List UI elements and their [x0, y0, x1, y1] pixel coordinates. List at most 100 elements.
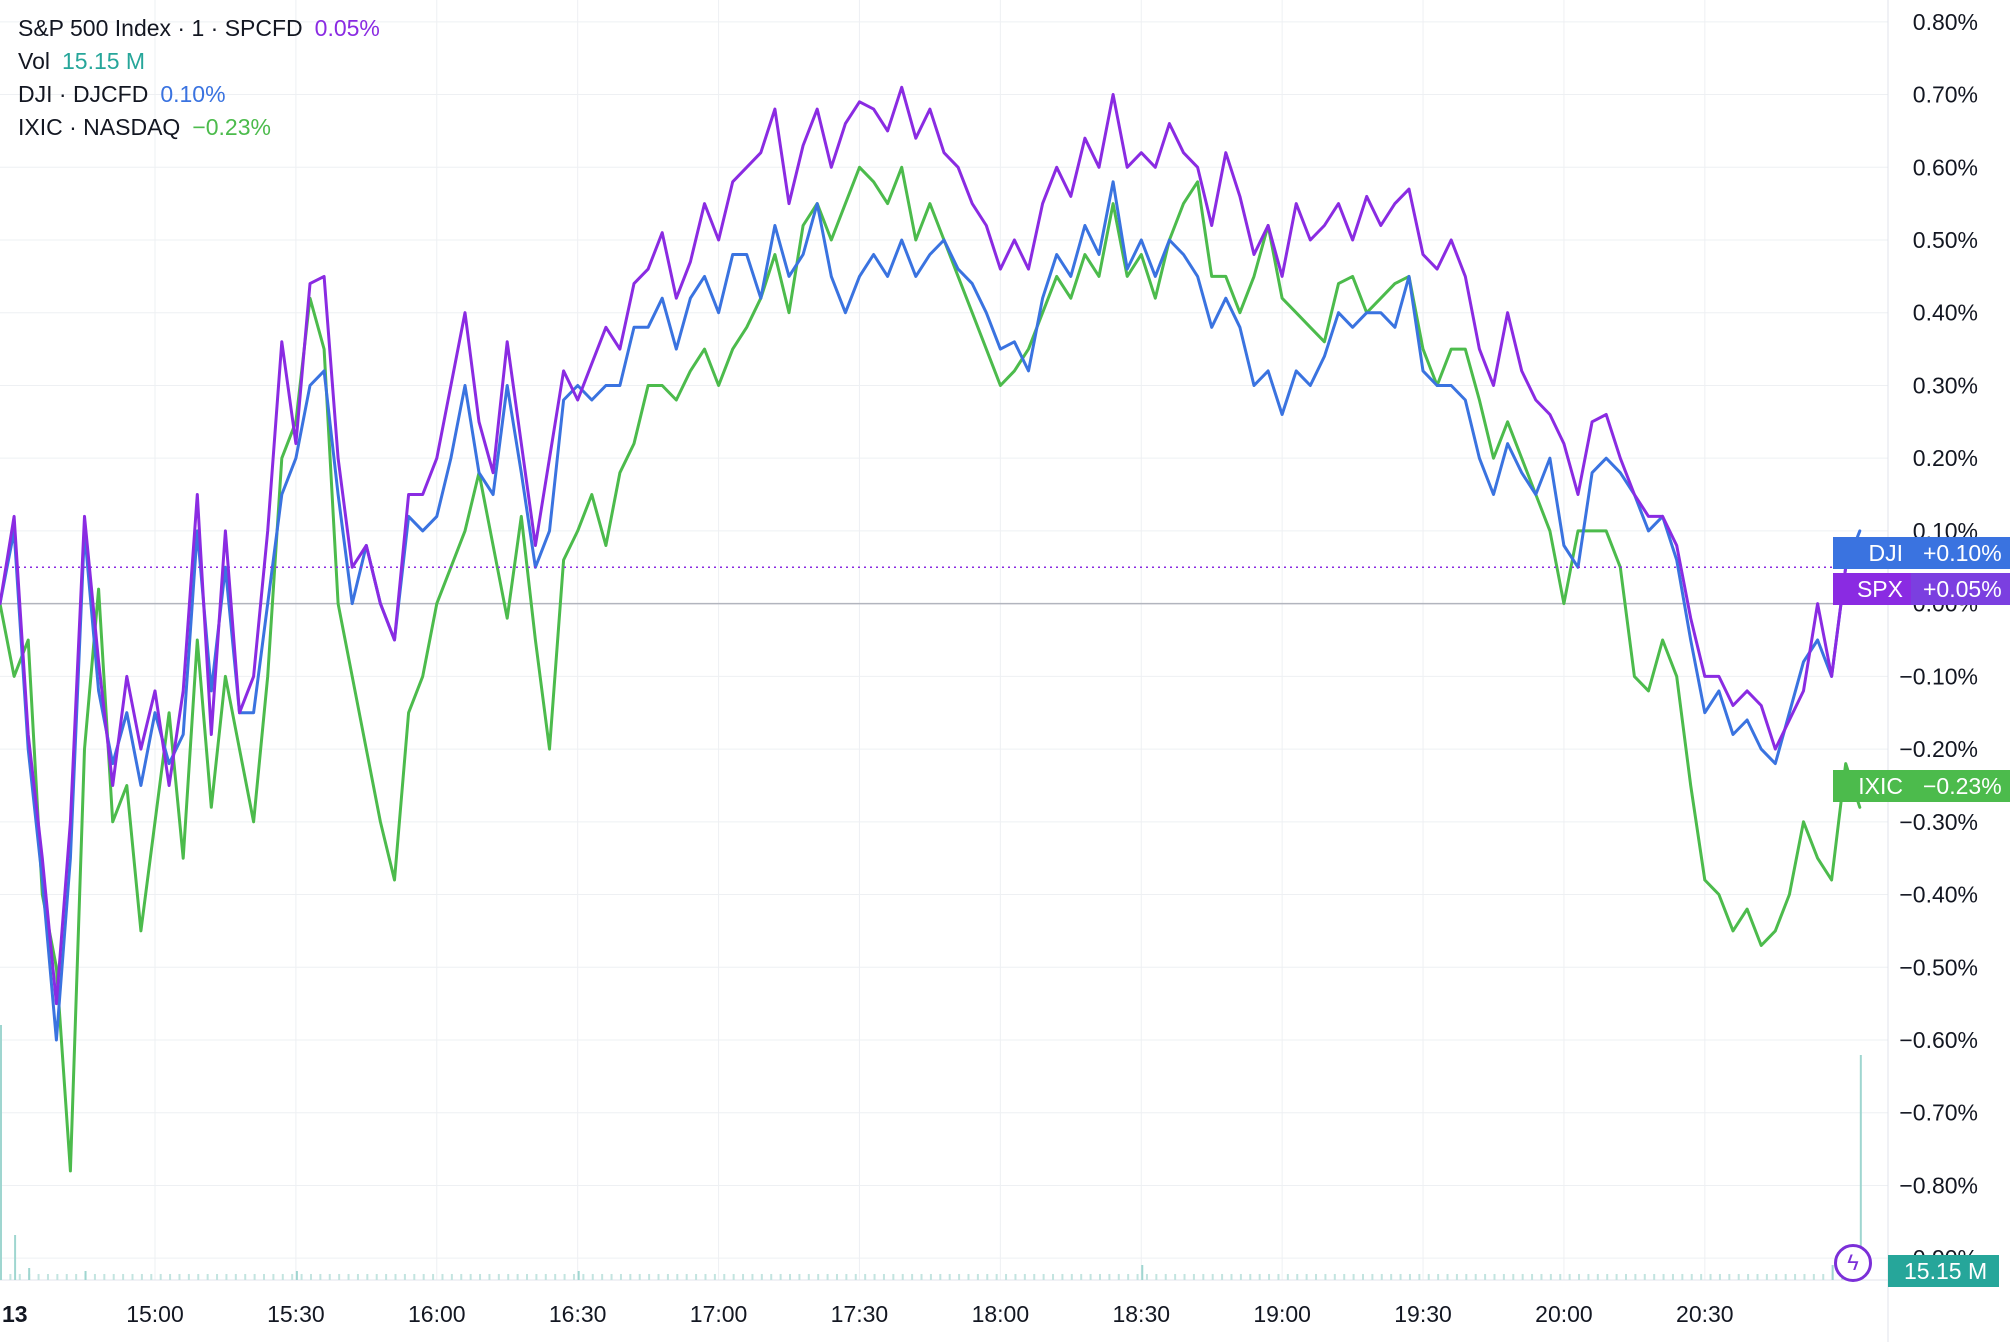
volume-bar — [37, 1274, 40, 1280]
volume-bar — [1033, 1274, 1036, 1280]
volume-bar — [140, 1274, 143, 1280]
x-tick-label: 20:30 — [1676, 1301, 1734, 1327]
volume-bar — [929, 1274, 932, 1280]
volume-bar — [300, 1274, 303, 1280]
x-tick-label: 16:30 — [549, 1301, 607, 1327]
volume-bar — [713, 1274, 716, 1280]
volume-bar — [263, 1274, 266, 1280]
legend-row-vol[interactable]: Vol 15.15 M — [18, 45, 380, 78]
volume-bar — [1023, 1274, 1026, 1280]
legend-row-ixic[interactable]: IXIC · NASDAQ −0.23% — [18, 111, 380, 144]
volume-bar — [1136, 1274, 1139, 1280]
volume-bar — [375, 1274, 378, 1280]
volume-bar — [14, 1235, 17, 1280]
volume-bar — [103, 1274, 106, 1280]
volume-bar — [835, 1274, 838, 1280]
spx-tag-value: +0.05% — [1911, 573, 2010, 605]
volume-bar — [1211, 1274, 1214, 1280]
volume-bar — [1070, 1274, 1073, 1280]
volume-bar — [75, 1274, 78, 1280]
x-tick-label: 13 — [2, 1301, 28, 1327]
volume-bar — [1192, 1274, 1195, 1280]
dji-price-tag: DJI +0.10% — [1833, 537, 2010, 569]
volume-bar — [1371, 1274, 1374, 1280]
volume-bar — [460, 1274, 463, 1280]
volume-bar — [1624, 1274, 1627, 1280]
volume-bar — [591, 1274, 594, 1280]
lightning-bolt-icon[interactable]: ϟ — [1834, 1244, 1872, 1282]
volume-bar — [356, 1274, 359, 1280]
series-line-dji — [0, 180, 1862, 1042]
y-tick-label: 0.80% — [1913, 9, 1978, 35]
volume-bar — [1822, 1274, 1825, 1280]
volume-bar — [338, 1274, 341, 1280]
volume-bar — [1042, 1274, 1045, 1280]
volume-bar — [1145, 1274, 1148, 1280]
volume-bar — [779, 1274, 782, 1280]
y-tick-label: 0.20% — [1913, 445, 1978, 471]
volume-bar — [826, 1274, 829, 1280]
volume-bar — [1662, 1274, 1665, 1280]
volume-bar — [1221, 1274, 1224, 1280]
volume-bar — [1784, 1274, 1787, 1280]
volume-bar — [413, 1274, 416, 1280]
volume-bar — [563, 1274, 566, 1280]
volume-bar — [1399, 1274, 1402, 1280]
volume-bar — [742, 1274, 745, 1280]
legend-vol-label: Vol — [18, 48, 50, 74]
volume-bar — [1831, 1265, 1834, 1280]
dji-tag-value: +0.10% — [1911, 537, 2010, 569]
volume-bar — [281, 1274, 284, 1280]
volume-bar — [450, 1274, 453, 1280]
x-tick-label: 16:00 — [408, 1301, 466, 1327]
volume-bar — [1183, 1274, 1186, 1280]
volume-bar — [807, 1274, 810, 1280]
volume-bar — [1315, 1274, 1318, 1280]
volume-bar — [1493, 1274, 1496, 1280]
volume-bar — [986, 1274, 989, 1280]
volume-bar — [1296, 1274, 1299, 1280]
y-tick-label: −0.70% — [1899, 1100, 1978, 1126]
volume-bar — [244, 1274, 247, 1280]
x-tick-label: 19:00 — [1253, 1301, 1311, 1327]
legend-row-spx[interactable]: S&P 500 Index · 1 · SPCFD 0.05% — [18, 12, 380, 45]
volume-bar — [272, 1274, 275, 1280]
volume-bar — [516, 1274, 519, 1280]
volume-bar — [1268, 1274, 1271, 1280]
volume-bar — [1540, 1274, 1543, 1280]
volume-bar — [695, 1274, 698, 1280]
volume-bar — [328, 1274, 331, 1280]
volume-bar — [1286, 1274, 1289, 1280]
volume-bar — [46, 1274, 49, 1280]
volume-bar — [873, 1274, 876, 1280]
volume-bar — [253, 1274, 256, 1280]
volume-bar — [864, 1274, 867, 1280]
volume-bar — [1174, 1274, 1177, 1280]
volume-bar — [1700, 1274, 1703, 1280]
volume-bar — [1202, 1274, 1205, 1280]
x-tick-label: 17:30 — [831, 1301, 889, 1327]
volume-bar — [1117, 1274, 1120, 1280]
volume-bar — [319, 1274, 322, 1280]
volume-bar — [619, 1274, 622, 1280]
vol-tag-value: 15.15 M — [1888, 1255, 1999, 1287]
volume-bar — [1521, 1274, 1524, 1280]
vol-value-tag: 15.15 M — [1888, 1255, 1999, 1287]
volume-bar — [901, 1274, 904, 1280]
y-tick-label: −0.20% — [1899, 736, 1978, 762]
y-tick-label: −0.40% — [1899, 882, 1978, 908]
x-tick-label: 15:00 — [126, 1301, 184, 1327]
ixic-price-tag: IXIC −0.23% — [1833, 770, 2010, 802]
volume-bar — [723, 1274, 726, 1280]
legend-row-dji[interactable]: DJI · DJCFD 0.10% — [18, 78, 380, 111]
volume-bar — [65, 1274, 68, 1280]
volume-bar — [1587, 1274, 1590, 1280]
legend-ixic-value: −0.23% — [192, 114, 271, 140]
y-tick-label: −0.10% — [1899, 663, 1978, 689]
volume-bar — [150, 1274, 153, 1280]
volume-bar — [760, 1274, 763, 1280]
volume-bar — [1098, 1274, 1101, 1280]
volume-bar — [1859, 1055, 1862, 1280]
